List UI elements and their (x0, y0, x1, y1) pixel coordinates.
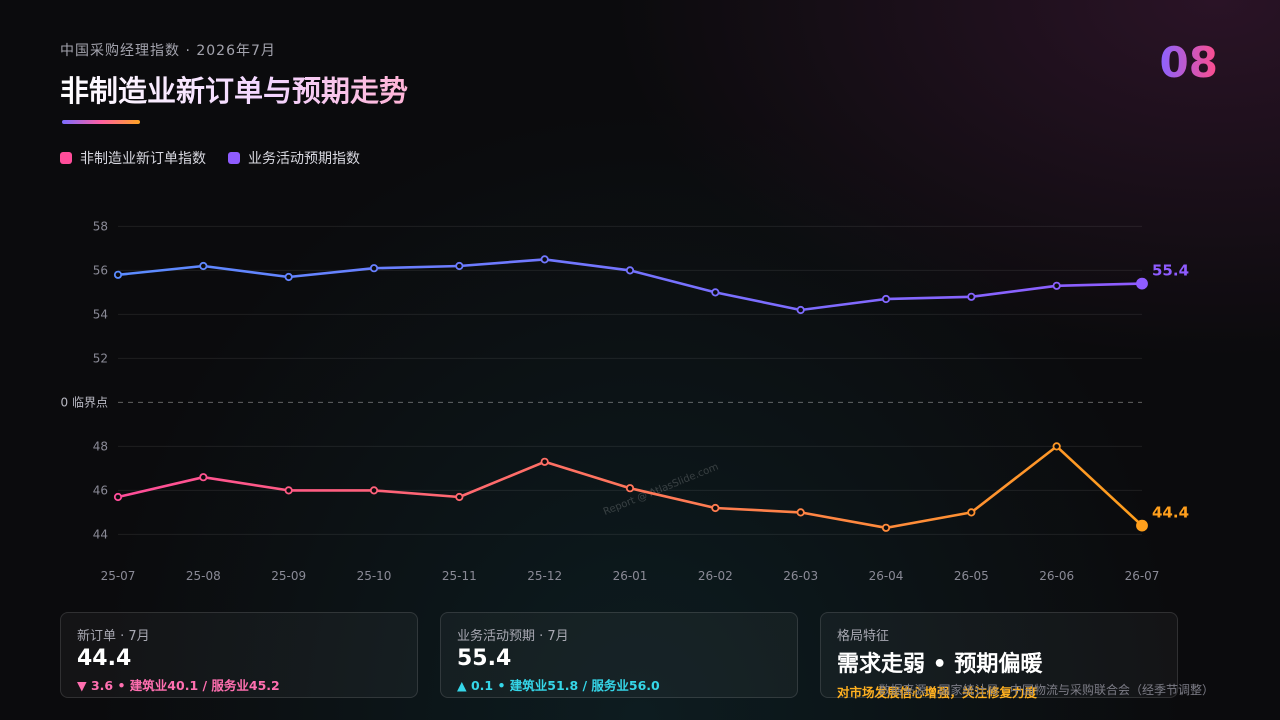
data-point-new-orders (625, 484, 635, 493)
reference-line-label: 0 临界点 (61, 395, 108, 409)
card-new-orders-value: 44.4 (77, 646, 132, 671)
legend-swatch-expectations (228, 152, 240, 164)
data-source-note: 数据来源：国家统计局 · 中国物流与采购联合会（经季节调整） (878, 683, 1214, 697)
legend-label-expectations: 业务活动预期指数 (248, 151, 360, 167)
card-new-orders-detail: ▼ 3.6 • 建筑业40.1 / 服务业45.2 (77, 678, 280, 693)
data-point-expectations (455, 261, 464, 271)
data-point-new-orders (199, 473, 208, 482)
y-tick-label: 54 (93, 307, 108, 321)
x-tick-label: 25-08 (186, 569, 221, 583)
card-expectations: 业务活动预期 · 7月 55.4 ▲ 0.1 • 建筑业51.8 / 服务业56… (440, 612, 798, 698)
data-point-expectations (796, 305, 805, 315)
card-expectations-label: 业务活动预期 · 7月 (457, 629, 569, 644)
legend-item-expectations: 业务活动预期指数 (228, 148, 360, 168)
x-tick-label: 25-09 (271, 569, 306, 583)
data-point-expectations (711, 288, 720, 297)
legend-label-new-orders: 非制造业新订单指数 (80, 151, 206, 167)
x-tick-label: 25-12 (527, 569, 562, 583)
x-tick-label: 25-11 (442, 569, 477, 583)
data-point-expectations (540, 255, 549, 264)
legend-item-new-orders: 非制造业新订单指数 (60, 148, 206, 168)
data-point-new-orders (113, 492, 123, 502)
end-value-label-expectations: 55.4 (1152, 262, 1189, 280)
y-tick-label: 52 (93, 351, 108, 365)
data-point-new-orders (455, 492, 464, 502)
line-chart: 44 46 48 52 54 56 58 0 临界点 25-07 25-08 25-09 25-10 2… (61, 219, 1189, 583)
x-tick-label: 26-07 (1125, 569, 1160, 583)
page-number: 08 (1159, 38, 1218, 87)
card-pattern-detail: 对市场发展信心增强，关注修复力度 (837, 685, 1038, 700)
data-point-new-orders (881, 523, 891, 532)
data-point-expectations (369, 264, 379, 273)
data-point-expectations (881, 294, 891, 304)
end-value-label-new-orders: 44.4 (1152, 504, 1189, 522)
x-tick-label: 25-10 (357, 569, 392, 583)
x-tick-label: 26-05 (954, 569, 989, 583)
card-new-orders-label: 新订单 · 7月 (77, 629, 150, 644)
page-subtitle: 中国采购经理指数 · 2026年7月 (60, 43, 276, 59)
data-point-expectations (1136, 277, 1148, 290)
x-tick-label: 26-06 (1039, 569, 1074, 583)
data-point-new-orders (796, 508, 805, 517)
x-tick-label: 26-04 (869, 569, 904, 583)
data-point-expectations (967, 292, 976, 301)
data-point-new-orders (1136, 519, 1148, 532)
y-tick-label: 46 (93, 483, 108, 497)
page-title: 非制造业新订单与预期走势 (60, 68, 408, 110)
data-point-new-orders (540, 457, 549, 466)
data-point-expectations (113, 270, 123, 279)
y-tick-label: 58 (93, 219, 108, 233)
data-point-expectations (625, 266, 635, 275)
title-accent-bar (62, 120, 140, 124)
data-point-new-orders (1052, 442, 1061, 451)
y-tick-label: 44 (93, 527, 108, 541)
data-point-expectations (1052, 281, 1061, 290)
x-tick-label: 25-07 (101, 569, 136, 583)
x-tick-label: 26-03 (783, 569, 818, 583)
y-tick-label: 56 (93, 263, 108, 277)
y-tick-label: 48 (93, 439, 108, 453)
card-new-orders: 新订单 · 7月 44.4 ▼ 3.6 • 建筑业40.1 / 服务业45.2 (60, 612, 418, 698)
card-pattern-label: 格局特征 (837, 629, 890, 644)
data-point-expectations (284, 272, 293, 282)
legend-swatch-new-orders (60, 152, 72, 164)
card-expectations-value: 55.4 (457, 646, 512, 671)
x-tick-label: 26-02 (698, 569, 733, 583)
card-expectations-detail: ▲ 0.1 • 建筑业51.8 / 服务业56.0 (457, 678, 660, 693)
x-tick-label: 26-01 (613, 569, 648, 583)
chart-legend: 非制造业新订单指数 业务活动预期指数 (60, 148, 360, 168)
card-pattern-value: 需求走弱 • 预期偏暖 (837, 652, 1043, 677)
data-point-new-orders (284, 486, 293, 495)
card-pattern: 格局特征 需求走弱 • 预期偏暖 对市场发展信心增强，关注修复力度 (820, 612, 1178, 700)
data-point-new-orders (369, 486, 379, 495)
data-point-expectations (199, 261, 208, 271)
data-point-new-orders (711, 503, 720, 513)
watermark: Report @ AtlasSlide.com (602, 462, 720, 518)
data-point-new-orders (967, 508, 976, 517)
